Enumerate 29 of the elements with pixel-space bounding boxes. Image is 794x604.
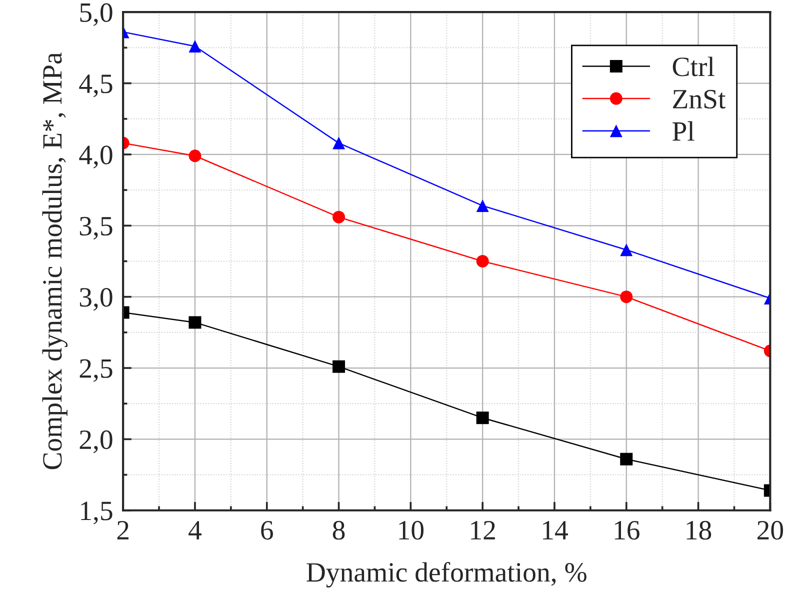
y-tick-label: 3,5 <box>80 216 112 240</box>
y-tick-label: 4,5 <box>79 74 112 98</box>
point <box>476 199 489 212</box>
point <box>332 136 346 150</box>
y-tick-label: 3,0 <box>80 288 112 311</box>
y-tick-label: 2,5 <box>80 359 112 382</box>
x-tick-label: 16 <box>614 520 640 540</box>
legend-label: Pl <box>672 121 694 141</box>
x-tick-label: 4 <box>188 521 202 540</box>
point <box>332 360 346 373</box>
x-tick-label: 20 <box>758 520 784 540</box>
x-tick-label: 2 <box>117 520 128 540</box>
point <box>476 254 489 268</box>
legend-label: Ctrl <box>672 56 714 76</box>
x-tick-label: 14 <box>543 521 568 540</box>
x-axis-title: Dynamic deformation, % <box>306 562 586 588</box>
legend-label: ZnSt <box>673 90 726 109</box>
y-tick-label: 5,0 <box>80 3 112 26</box>
x-tick-label: 12 <box>471 520 495 540</box>
y-tick-label: 2,0 <box>80 430 112 454</box>
y-tick-label: 1,5 <box>81 502 112 524</box>
x-tick-label: 10 <box>399 520 424 540</box>
point <box>332 210 346 224</box>
y-tick-label: 4,0 <box>79 146 112 168</box>
x-tick-label: 8 <box>332 520 345 540</box>
x-tick-label: 18 <box>686 520 712 540</box>
y-axis-title: Complex dynamic modulus, E*, MPa <box>42 52 68 470</box>
x-tick-label: 6 <box>261 520 273 540</box>
point <box>476 412 489 424</box>
